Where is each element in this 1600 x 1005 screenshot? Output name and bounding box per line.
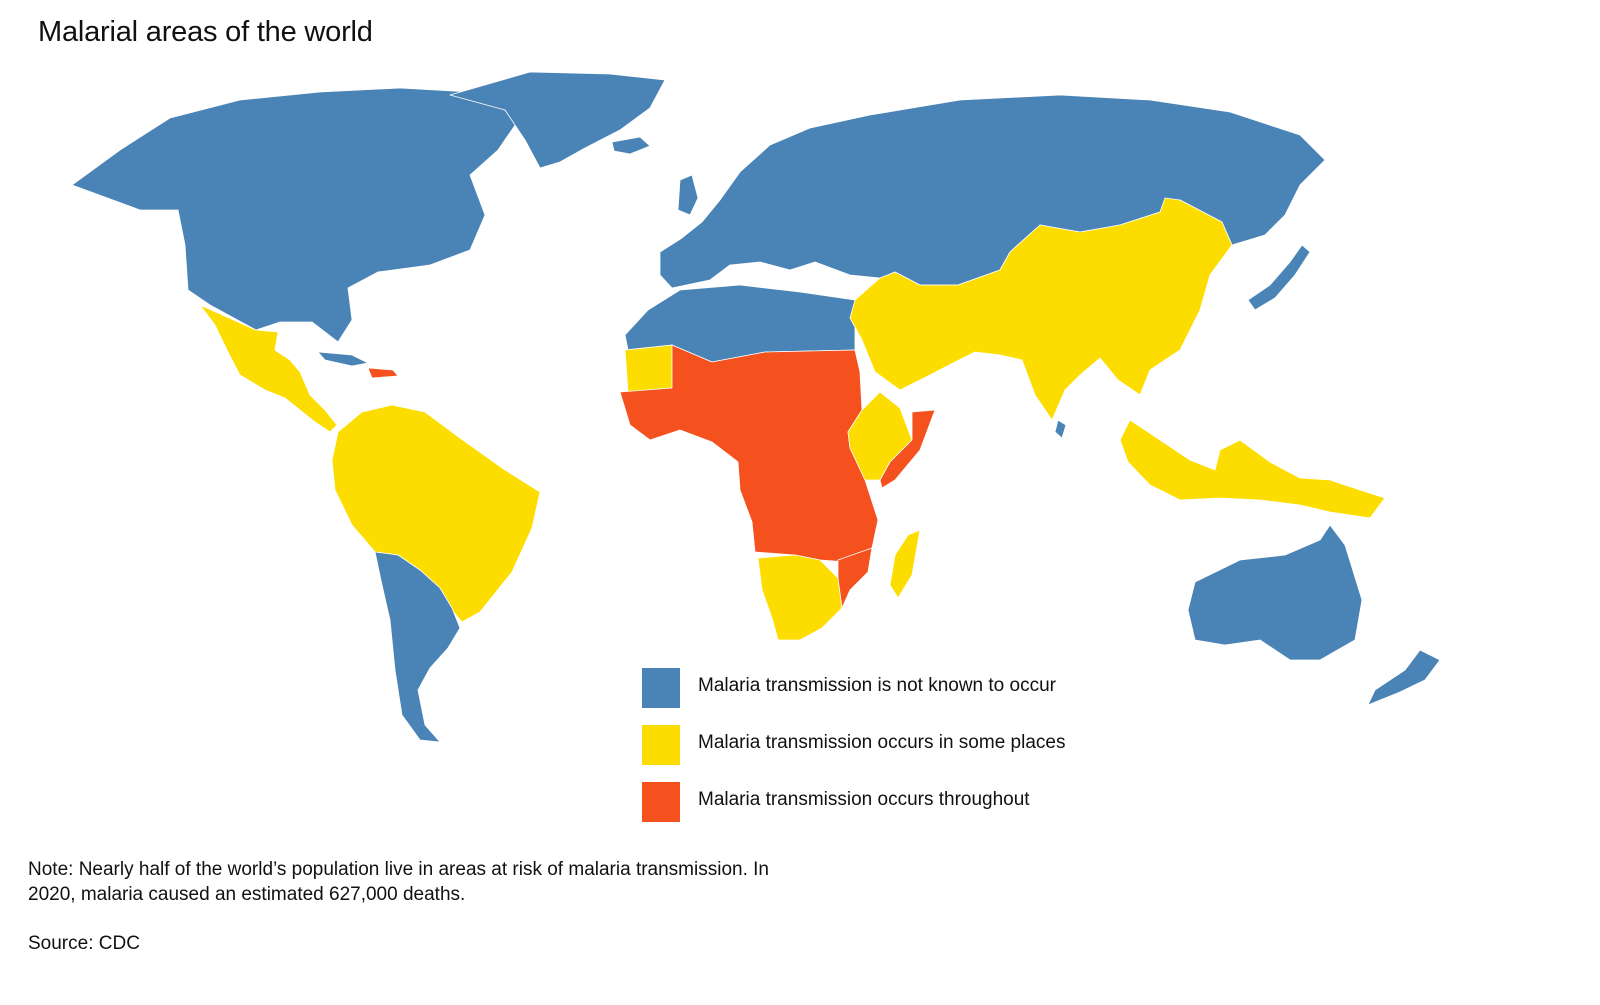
region-madagascar [889, 529, 921, 599]
region-south-america-tropical [331, 404, 541, 623]
footnote: Note: Nearly half of the world’s populat… [28, 859, 769, 905]
region-hispaniola [367, 367, 399, 379]
map-title: Malarial areas of the world [38, 16, 373, 48]
region-mexico-central-america [199, 304, 338, 433]
legend-swatch-yellow [642, 725, 680, 765]
legend-swatch-red [642, 782, 680, 822]
region-mauritania-western-sahara [624, 344, 673, 393]
region-north-america [71, 87, 521, 343]
legend-label: Malaria transmission occurs in some plac… [698, 732, 1066, 753]
region-united-kingdom [677, 174, 699, 216]
region-sri-lanka [1054, 419, 1067, 439]
region-japan [1247, 244, 1311, 311]
legend-label: Malaria transmission is not known to occ… [698, 675, 1056, 696]
region-new-zealand [1367, 649, 1441, 706]
region-south-america-southern-cone [374, 551, 461, 743]
region-southern-africa [757, 554, 843, 641]
region-southeast-asia-islands [1119, 419, 1386, 519]
region-mozambique [837, 547, 873, 609]
region-greenland [449, 71, 666, 169]
region-australia [1187, 524, 1363, 661]
region-cuba [317, 351, 369, 367]
source-credit: Source: CDC [28, 933, 140, 954]
legend-swatch-blue [642, 668, 680, 708]
region-middle-east-south-asia-china [849, 197, 1233, 421]
region-somalia [879, 409, 936, 489]
region-iceland [611, 136, 651, 155]
region-europe-russia-central-asia [659, 94, 1326, 289]
legend-label: Malaria transmission occurs throughout [698, 789, 1030, 810]
world-map [71, 71, 1441, 743]
